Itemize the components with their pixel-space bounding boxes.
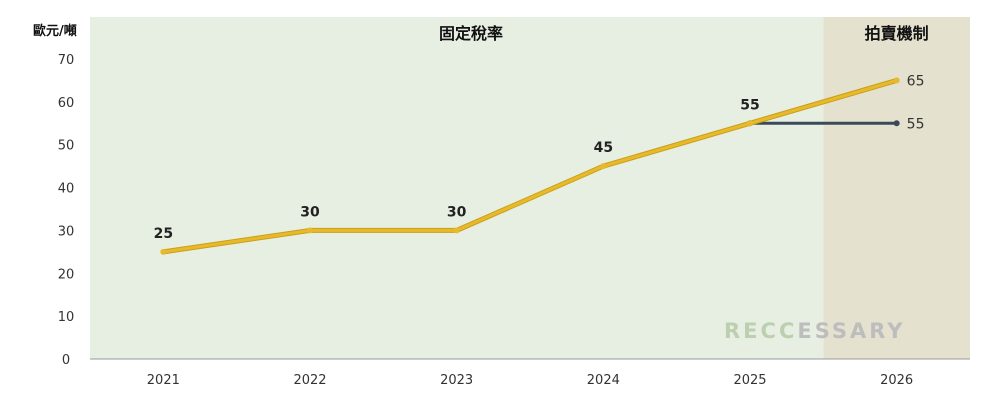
axes: 歐元/噸 0 10 20 30 40 50 60 70 2021 2022 2023 2024 2025 2… <box>33 23 970 388</box>
data-label: 25 <box>154 226 173 242</box>
x-tick-label: 2022 <box>293 373 326 388</box>
y-tick-label: 70 <box>58 53 75 68</box>
region-2 <box>823 17 970 359</box>
x-tick-label: 2021 <box>147 373 180 388</box>
region-label-2: 拍賣機制 <box>865 24 929 43</box>
watermark-part: R <box>724 319 743 343</box>
end-label: 55 <box>907 116 925 132</box>
data-labels: 25 30 30 45 55 65 55 <box>154 73 925 241</box>
series-line-1 <box>163 78 898 254</box>
data-label: 55 <box>740 97 759 113</box>
series-1-point <box>600 163 607 170</box>
series-1-point <box>307 227 313 234</box>
end-label: 65 <box>907 73 925 89</box>
data-label: 45 <box>594 140 613 156</box>
data-label: 30 <box>300 204 320 220</box>
x-tick-label: 2026 <box>880 373 913 388</box>
series-1-point <box>747 120 753 127</box>
x-tick-label: 2025 <box>733 373 766 388</box>
series-1-point <box>453 227 460 234</box>
region-1 <box>90 17 824 359</box>
y-tick-label: 40 <box>58 182 75 197</box>
watermark-part: E <box>743 319 760 343</box>
watermark-logo: RECCESSARY <box>724 319 906 343</box>
series-2-point <box>893 120 900 127</box>
y-tick-label: 50 <box>58 139 75 154</box>
background-regions: 固定稅率 拍賣機制 <box>90 17 970 359</box>
x-tick-label: 2023 <box>440 373 473 388</box>
series-1-point <box>893 77 900 84</box>
watermark-part: ESSARY <box>797 319 905 343</box>
y-axis-label: 歐元/噸 <box>33 23 77 39</box>
region-label-1: 固定稅率 <box>439 24 503 43</box>
y-tick-label: 30 <box>58 224 75 239</box>
y-tick-label: 0 <box>62 353 70 368</box>
series <box>160 77 900 255</box>
y-tick-label: 20 <box>58 267 75 282</box>
watermark-part: CC <box>761 319 798 343</box>
x-tick-label: 2024 <box>587 373 620 388</box>
data-label: 30 <box>447 204 467 220</box>
y-tick-label: 10 <box>58 310 75 325</box>
series-1-point <box>160 248 167 255</box>
y-tick-label: 60 <box>58 96 75 111</box>
